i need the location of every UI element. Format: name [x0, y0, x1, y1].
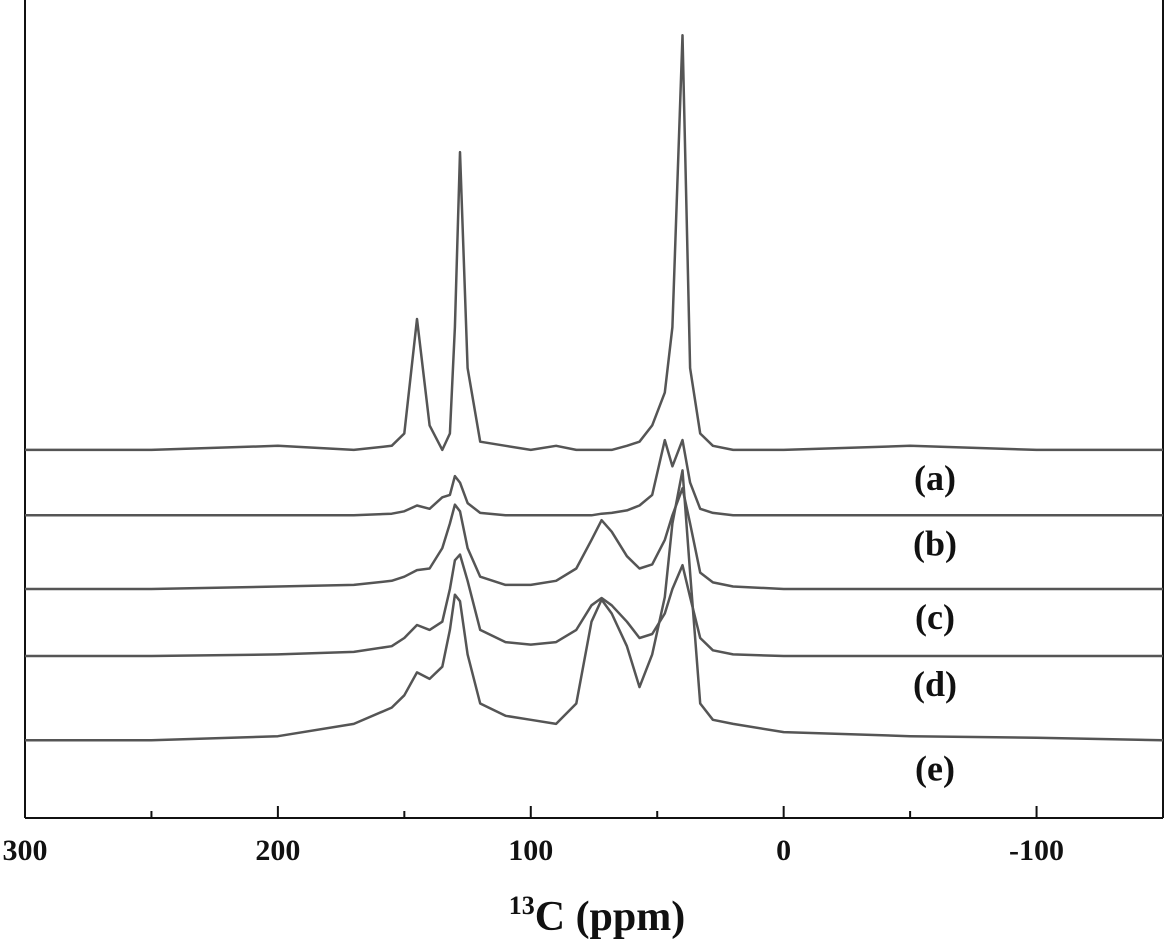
x-tick-label: 200 — [255, 834, 300, 867]
spectrum-line — [25, 33, 1163, 452]
x-tick-label: 100 — [508, 834, 553, 867]
spectrum-line — [25, 553, 1163, 658]
trace-label: (d) — [913, 664, 957, 704]
trace-label: (b) — [913, 523, 957, 563]
spectrum-line — [25, 438, 1163, 517]
x-tick-label: 300 — [3, 834, 48, 867]
spectrum-line — [25, 469, 1164, 742]
trace-label: (e) — [915, 748, 955, 788]
spectrum-line — [25, 487, 1163, 591]
x-tick-label: 0 — [776, 834, 791, 867]
x-axis-label-text: C (ppm) — [535, 894, 686, 940]
trace-label: (c) — [915, 597, 955, 637]
x-tick-label: -100 — [1009, 834, 1064, 867]
trace-label: (a) — [914, 458, 956, 498]
x-axis-label: 13C (ppm) — [509, 891, 686, 940]
x-axis-label-sup: 13 — [509, 891, 535, 920]
